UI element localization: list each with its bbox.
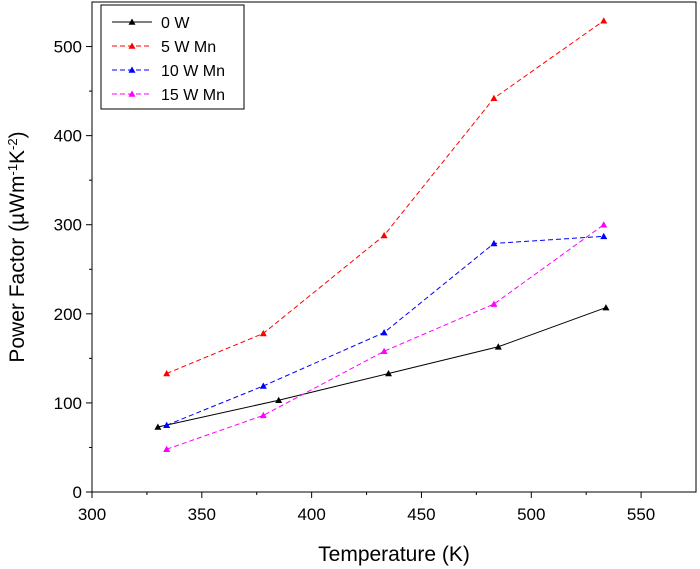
legend-marker	[128, 90, 136, 97]
x-tick-label: 500	[517, 505, 545, 524]
data-point-marker	[490, 300, 498, 307]
y-axis-label-mid: K	[6, 150, 29, 164]
data-point-marker	[275, 396, 283, 404]
legend-label: 10 W Mn	[161, 63, 225, 80]
data-point-marker	[380, 347, 388, 355]
series-line	[157, 307, 607, 428]
data-point-marker	[163, 370, 171, 377]
x-tick-label: 300	[78, 505, 106, 524]
data-point-marker	[385, 370, 393, 377]
y-tick-label: 300	[54, 216, 82, 235]
series-2	[163, 17, 608, 377]
data-point-marker	[494, 343, 502, 350]
x-axis-label: Temperature (K)	[318, 543, 470, 566]
legend-label: 15 W Mn	[161, 87, 225, 104]
data-point-marker	[490, 239, 498, 247]
y-tick-label: 0	[73, 483, 82, 502]
legend-marker	[128, 18, 136, 25]
data-point-marker	[259, 382, 267, 389]
plot-frame	[91, 1, 697, 493]
y-axis-label-sup1: -1	[5, 164, 20, 176]
data-point-marker	[600, 232, 608, 240]
data-point-marker	[380, 231, 388, 239]
data-point-marker	[600, 17, 608, 24]
y-tick-label: 200	[54, 305, 82, 324]
x-tick-label: 400	[297, 505, 325, 524]
data-point-marker	[163, 445, 171, 453]
data-point-marker	[600, 221, 608, 228]
y-tick-label: 400	[54, 127, 82, 146]
series-layer	[154, 17, 610, 453]
x-axis: 300 350 400 450 500 550	[78, 492, 655, 524]
legend-label: 5 W Mn	[161, 39, 216, 56]
x-tick-label: 550	[627, 505, 655, 524]
y-axis-label-sup2: -2	[5, 138, 20, 150]
series-line	[166, 224, 605, 450]
legend-marker	[128, 42, 136, 49]
y-axis-label-main: Power Factor (µWm	[6, 176, 29, 363]
data-point-marker	[259, 329, 267, 337]
legend: 0 W 5 W Mn 10 W Mn 15 W Mn	[100, 4, 245, 110]
x-tick-label: 350	[188, 505, 216, 524]
y-tick-label: 500	[54, 38, 82, 57]
data-point-marker	[163, 421, 171, 428]
series-line	[166, 235, 604, 426]
series-3	[163, 232, 608, 428]
plot-area-border	[91, 1, 697, 493]
y-tick-label: 100	[54, 394, 82, 413]
series-1	[154, 304, 610, 430]
data-point-marker	[259, 411, 267, 419]
data-point-marker	[380, 329, 388, 336]
legend-marker	[128, 66, 136, 73]
data-point-marker	[154, 423, 162, 430]
x-tick-label: 450	[407, 505, 435, 524]
data-point-marker	[490, 94, 498, 102]
y-axis-label: Power Factor (µWm-1K-2)	[5, 131, 30, 362]
y-axis-label-end: )	[6, 131, 29, 138]
data-point-marker	[602, 304, 610, 311]
y-axis: 0 100 200 300 400 500	[54, 38, 92, 502]
legend-label: 0 W	[161, 15, 190, 32]
series-4	[163, 221, 608, 453]
